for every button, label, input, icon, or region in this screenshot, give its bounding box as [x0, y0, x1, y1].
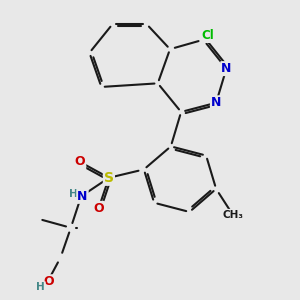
Text: Cl: Cl: [201, 29, 214, 42]
Text: N: N: [221, 62, 232, 75]
Text: CH₃: CH₃: [222, 210, 243, 220]
Text: O: O: [44, 275, 55, 288]
Text: H: H: [37, 282, 45, 292]
Text: H: H: [69, 189, 78, 199]
Text: N: N: [77, 190, 88, 203]
Text: O: O: [93, 202, 104, 215]
Text: O: O: [75, 155, 85, 168]
Text: N: N: [211, 96, 221, 109]
Text: S: S: [104, 171, 114, 185]
